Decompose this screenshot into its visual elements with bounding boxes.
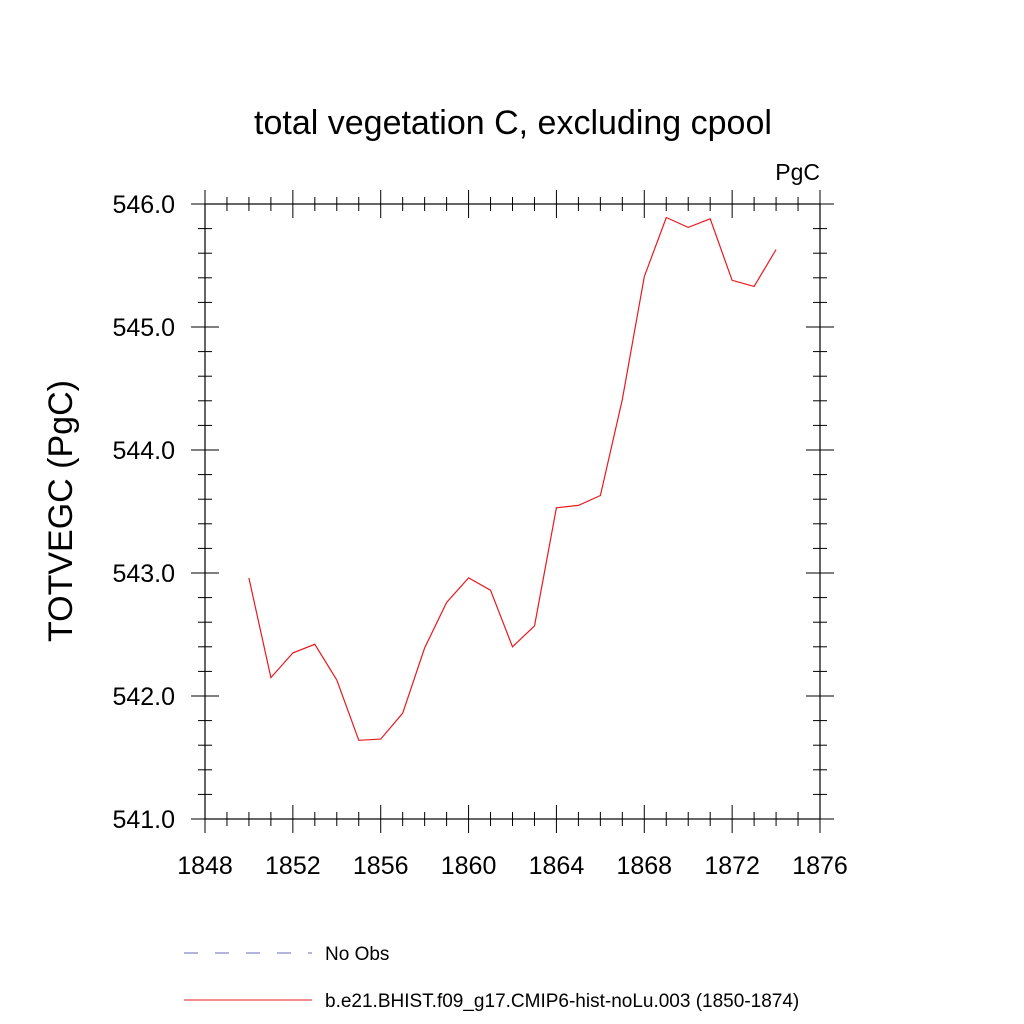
y-tick-label: 543.0 bbox=[112, 560, 175, 588]
legend: No Obs b.e21.BHIST.f09_g17.CMIP6-hist-noL… bbox=[184, 944, 799, 1012]
plot-frame bbox=[204, 203, 821, 820]
x-tick-label: 1860 bbox=[441, 852, 497, 880]
axis-tick-labels: 1848 1852 1856 1860 1864 1868 1872 1876 541.0 542… bbox=[112, 191, 847, 880]
y-axis-label: TOTVEGC (PgC) bbox=[42, 380, 80, 642]
x-tick-label: 1868 bbox=[616, 852, 672, 880]
y-tick-label: 544.0 bbox=[112, 437, 175, 465]
y-tick-label: 542.0 bbox=[112, 683, 175, 711]
x-tick-label: 1848 bbox=[177, 852, 233, 880]
y-tick-label: 541.0 bbox=[112, 806, 175, 834]
x-tick-label: 1876 bbox=[792, 852, 848, 880]
axis-ticks bbox=[191, 190, 834, 833]
legend-label-1: b.e21.BHIST.f09_g17.CMIP6-hist-noLu.003 … bbox=[325, 991, 799, 1012]
x-tick-label: 1852 bbox=[265, 852, 321, 880]
y-tick-label: 546.0 bbox=[112, 191, 175, 219]
series-layer bbox=[248, 216, 777, 741]
y-tick-label: 545.0 bbox=[112, 314, 175, 342]
x-tick-label: 1872 bbox=[704, 852, 760, 880]
x-tick-label: 1864 bbox=[529, 852, 585, 880]
legend-label-0: No Obs bbox=[325, 944, 389, 965]
units-label: PgC bbox=[775, 159, 820, 185]
series-line-1 bbox=[248, 216, 777, 741]
chart-title: total vegetation C, excluding cpool bbox=[254, 104, 772, 142]
x-tick-label: 1856 bbox=[353, 852, 409, 880]
